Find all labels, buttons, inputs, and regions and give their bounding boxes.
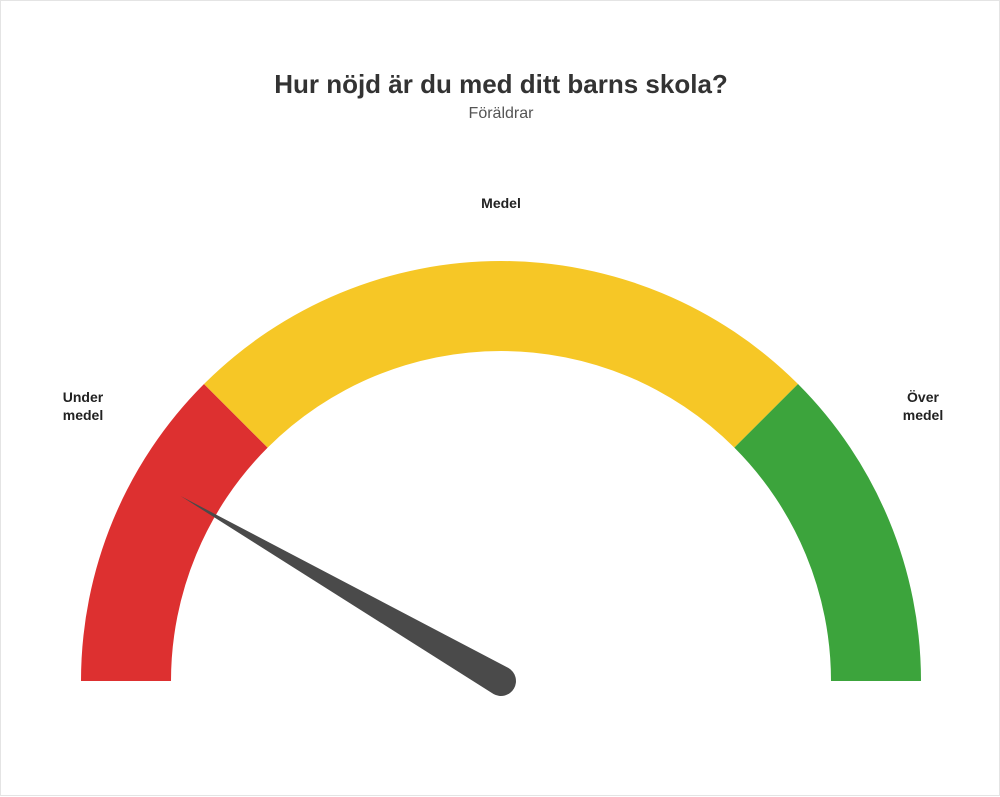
gauge-zone (204, 261, 798, 448)
gauge-needle (181, 496, 516, 696)
chart-frame: Hur nöjd är du med ditt barns skola? För… (0, 0, 1000, 796)
gauge-chart (1, 1, 1000, 797)
gauge-zone (734, 384, 921, 681)
